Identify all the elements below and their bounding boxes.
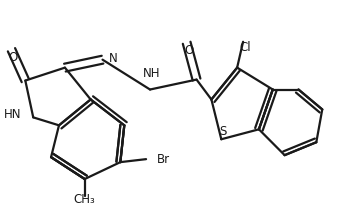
Text: Cl: Cl <box>239 41 251 54</box>
Text: O: O <box>9 51 18 64</box>
Text: N: N <box>109 52 117 65</box>
Text: S: S <box>220 125 227 138</box>
Text: CH₃: CH₃ <box>74 193 95 206</box>
Text: HN: HN <box>4 108 22 121</box>
Text: O: O <box>184 44 193 57</box>
Text: Br: Br <box>157 153 170 166</box>
Text: NH: NH <box>143 67 161 80</box>
